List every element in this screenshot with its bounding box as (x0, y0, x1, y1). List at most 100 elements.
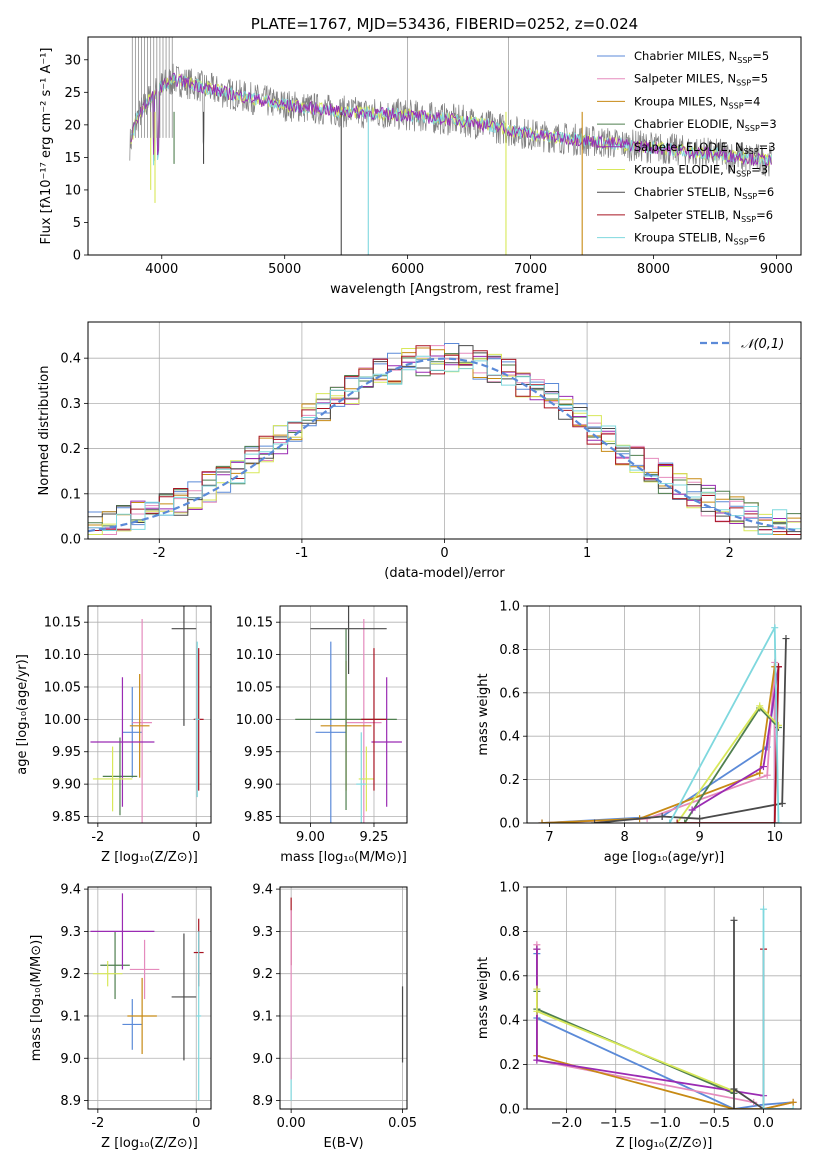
y-tick-label: 9.95 (244, 745, 273, 760)
y-tick-label: 10.10 (236, 648, 273, 663)
legend-subscript: SSP (744, 147, 759, 156)
legend-subscript: SSP (734, 238, 749, 247)
x-tick-label: 0 (440, 546, 448, 561)
spectrum-frame (87, 36, 802, 256)
weight-marker (763, 771, 771, 779)
axes-residuals: -2 -1 0 1 2 0.0 0.1 0.2 0.3 0.4 (data-model)/error… (37, 322, 801, 581)
weight-marker (760, 1105, 768, 1109)
legend-label: Chabrier ELODIE, NSSP=3 (634, 117, 777, 133)
weight-line-chabrier-stelib (594, 638, 787, 823)
y-tick-label: 10 (64, 183, 81, 198)
axes-age_vs_Z: -2 0 9.85 9.90 9.95 10.00 10.05 10.10 10.15 Z [lo… (15, 606, 211, 865)
y-tick-label: 9.90 (52, 778, 81, 793)
y-axis-label: mass [log₁₀(M/M⊙)] (29, 935, 44, 1062)
y-tick-label: 0.2 (60, 442, 81, 457)
x-tick-label: 0.00 (277, 1116, 306, 1131)
weight-marker (658, 812, 666, 820)
weight-marker (591, 819, 599, 823)
y-tick-label: 0.6 (499, 686, 520, 701)
y-axis-label: Normed distribution (37, 366, 52, 496)
errorbars-age_vs_mass (295, 606, 402, 823)
weight-marker (760, 905, 768, 913)
legend-count: =5 (751, 72, 768, 86)
legend-count: =6 (749, 231, 766, 245)
legend-subscript: SSP (737, 56, 752, 65)
legend-label: Kroupa STELIB, NSSP=6 (634, 231, 765, 247)
legend-count: =6 (756, 208, 773, 222)
model-spectrum-line (130, 72, 772, 167)
x-tick-label: 8 (620, 830, 628, 845)
y-tick-label: 0 (73, 249, 81, 264)
age_vs_Z-frame (87, 605, 212, 824)
y-axis-label: Flux [fλ10⁻¹⁷ erg cm⁻² s⁻¹ A⁻¹] (39, 48, 54, 245)
y-tick-label: 0.2 (499, 1058, 520, 1073)
y-tick-label: 9.0 (252, 1052, 273, 1067)
gaussian-reference-line (88, 357, 799, 533)
weight-marker (782, 635, 790, 643)
y-tick-label: 30 (64, 53, 81, 68)
legend-label: Salpeter STELIB, NSSP=6 (634, 208, 773, 224)
x-tick-label: 2 (726, 546, 734, 561)
x-tick-label: 7 (545, 830, 553, 845)
weight-line-chabrier-miles (541, 692, 776, 823)
x-axis-label: age [log₁₀(age/yr)] (604, 850, 725, 865)
x-tick-label: 0.0 (753, 1116, 774, 1131)
x-axis-label: wavelength [Angstrom, rest frame] (330, 282, 559, 297)
x-tick-label: −2.0 (551, 1116, 583, 1131)
x-tick-label: 0 (192, 830, 200, 845)
x-tick-label: −1.5 (600, 1116, 632, 1131)
weight_vs_Z-frame (526, 886, 802, 1110)
x-axis-label: Z [log₁₀(Z/Z⊙)] (101, 1136, 198, 1151)
x-axis-label: Z [log₁₀(Z/Z⊙)] (101, 850, 198, 865)
mass_vs_ebv-frame (279, 886, 408, 1110)
x-tick-label: -2 (91, 830, 104, 845)
x-tick-label: 9 (696, 830, 704, 845)
legend-count: =3 (760, 117, 777, 131)
weight-marker (666, 819, 674, 823)
spectrum-lines (129, 37, 772, 255)
axes-weight_vs_Z: −2.0 −1.5 −1.0 −0.5 0.0 0.0 0.2 0.4 0.6 0.8 1.0 Z [… (476, 881, 801, 1151)
errorbars-age_vs_Z (90, 606, 204, 823)
x-tick-label: 4000 (145, 262, 178, 277)
y-tick-label: 0.8 (499, 925, 520, 940)
legend-count: =3 (751, 163, 768, 177)
spectrum-legend: Chabrier MILES, NSSP=5 Salpeter MILES, NS… (597, 49, 777, 247)
weight-marker (789, 1098, 797, 1106)
y-tick-label: 9.85 (244, 810, 273, 825)
y-tick-label: 0.8 (499, 643, 520, 658)
axes-age_vs_mass: 9.00 9.25 9.85 9.90 9.95 10.00 10.05 10.10 10.15… (236, 606, 407, 865)
errorbars-mass_vs_ebv (290, 897, 404, 1101)
weight-line-salpeter-miles (541, 662, 776, 823)
x-tick-label: 5000 (268, 262, 301, 277)
y-tick-label: 10.15 (44, 616, 81, 631)
mass_vs_Z-frame (87, 886, 212, 1110)
legend-label-gaussian: 𝒩(0,1) (741, 337, 784, 352)
weight-marker (533, 945, 541, 953)
weight-marker (533, 1056, 541, 1064)
weight-marker (730, 1105, 738, 1109)
weight-marker (759, 763, 767, 771)
axes-mass_vs_ebv: 0.00 0.05 8.9 9.0 9.1 9.2 9.3 9.4 E(B-V) (252, 883, 417, 1151)
legend-label: Chabrier STELIB, NSSP=6 (634, 185, 774, 201)
x-tick-label: -1 (295, 546, 308, 561)
weight-marker (730, 1085, 738, 1093)
y-tick-label: 25 (64, 86, 81, 101)
weight-marker (681, 819, 689, 823)
x-tick-label: 7000 (514, 262, 547, 277)
y-tick-label: 0.0 (499, 1103, 520, 1118)
x-tick-label: 9000 (760, 262, 793, 277)
y-tick-label: 9.4 (60, 883, 81, 898)
legend-label: Chabrier MILES, NSSP=5 (634, 49, 769, 65)
y-tick-label: 10.00 (236, 713, 273, 728)
weight-lines-weight_vs_age (538, 624, 790, 823)
weight-marker (533, 985, 541, 993)
x-tick-label: −1.0 (649, 1116, 681, 1131)
y-tick-label: 1.0 (499, 881, 520, 896)
y-tick-label: 9.1 (60, 1009, 81, 1024)
legend-subscript: SSP (736, 170, 751, 179)
weight-line-kroupa-stelib (762, 909, 794, 1109)
y-tick-label: 8.9 (60, 1094, 81, 1109)
y-axis-label: mass weight (476, 957, 491, 1039)
weight-marker (538, 819, 546, 823)
